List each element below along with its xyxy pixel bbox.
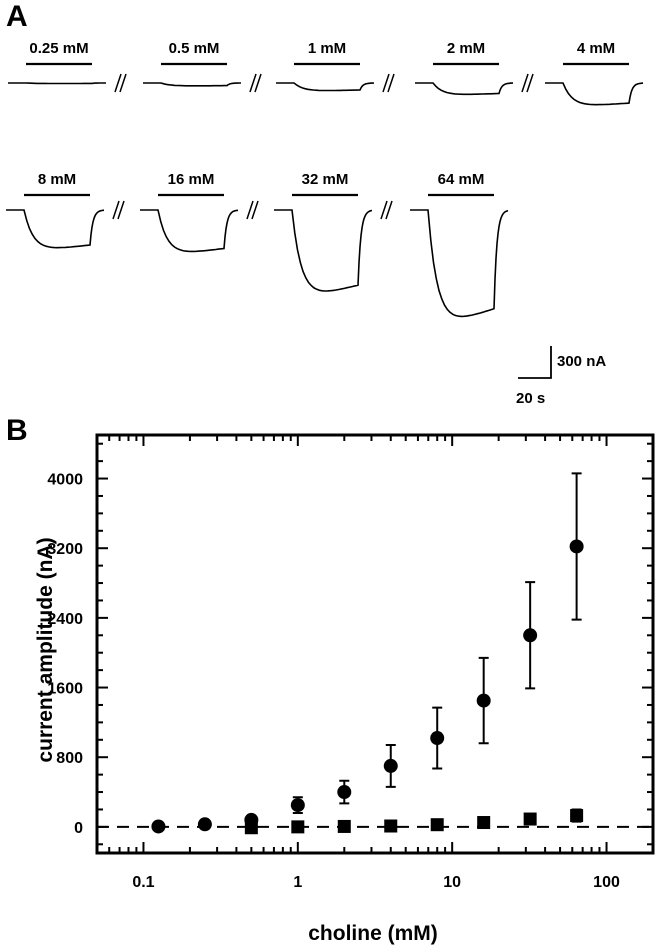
current-traces: 0.25 mM 0.5 mM 1 mM 2 mM 4 mM 8 mM 16 mM 32 mM 6… <box>6 40 644 318</box>
current-trace <box>6 209 105 249</box>
circle-data-point <box>290 798 305 813</box>
scale-bar-current-label: 300 nA <box>557 353 606 370</box>
x-axis-title: choline (mM) <box>308 922 438 945</box>
x-tick-label: 1 <box>293 874 302 891</box>
circle-data-point <box>151 819 166 834</box>
concentration-label: 64 mM <box>438 171 485 188</box>
circle-data-point <box>476 693 491 708</box>
circle-data-point <box>383 758 398 773</box>
concentration-label: 8 mM <box>38 171 76 188</box>
y-tick-label: 800 <box>56 750 83 767</box>
square-data-point <box>570 809 584 823</box>
x-tick-label: 10 <box>443 874 461 891</box>
square-data-point <box>477 816 491 830</box>
trace-break-mark <box>251 200 259 220</box>
panel-a-label: A <box>6 0 28 33</box>
x-tick-label: 0.1 <box>132 874 154 891</box>
trace-break-mark <box>254 73 262 93</box>
y-tick-label: 0 <box>74 820 83 837</box>
trace-break-mark <box>249 73 257 93</box>
trace-break-mark <box>387 73 395 93</box>
concentration-label: 16 mM <box>168 171 215 188</box>
current-trace <box>140 209 239 253</box>
square-data-point <box>337 819 351 833</box>
y-tick-label: 4000 <box>47 472 83 489</box>
current-trace <box>410 209 509 318</box>
trace-break-mark <box>382 73 390 93</box>
y-tick-label: 3200 <box>47 541 83 558</box>
square-data-point <box>244 821 258 835</box>
square-data-point <box>384 819 398 833</box>
trace-break-mark <box>114 73 122 93</box>
trace-break-mark <box>521 73 529 93</box>
trace-break-mark <box>112 200 120 220</box>
current-trace <box>545 82 644 106</box>
current-trace <box>8 82 106 85</box>
x-tick-label: 100 <box>593 874 620 891</box>
trace-break-mark <box>119 73 127 93</box>
dose-response-plot: 0.1 1 10 100 0 800 1600 2400 3200 4000 <box>47 433 655 891</box>
concentration-label: 2 mM <box>447 40 485 57</box>
circle-data-point <box>569 539 584 554</box>
trace-break-mark <box>380 200 388 220</box>
y-tick-label: 1600 <box>47 681 83 698</box>
plot-frame <box>95 433 655 855</box>
square-data-point <box>430 818 444 832</box>
current-trace <box>415 82 513 96</box>
square-data-point <box>523 812 537 826</box>
concentration-label: 1 mM <box>308 40 346 57</box>
scale-bar-time-label: 20 s <box>516 390 545 407</box>
current-trace <box>276 82 375 92</box>
trace-break-mark <box>117 200 125 220</box>
y-tick-label: 2400 <box>47 611 83 628</box>
trace-break-mark <box>526 73 534 93</box>
panel-b-label: B <box>6 414 28 447</box>
concentration-label: 0.5 mM <box>169 40 220 57</box>
concentration-label: 4 mM <box>577 40 615 57</box>
current-trace <box>143 82 241 87</box>
circle-data-point <box>430 731 445 746</box>
circle-data-point <box>197 817 212 832</box>
trace-break-mark <box>246 200 254 220</box>
trace-break-mark <box>385 200 393 220</box>
concentration-label: 0.25 mM <box>29 40 88 57</box>
concentration-label: 32 mM <box>302 171 349 188</box>
scale-bar-lines <box>518 346 552 379</box>
current-trace <box>274 209 373 292</box>
square-data-point <box>291 820 305 834</box>
y-axis-title: current amplitude (nA) <box>34 537 57 762</box>
circle-data-point <box>337 785 352 800</box>
scale-bar: 300 nA 20 s <box>516 346 606 407</box>
circle-data-point <box>523 628 538 643</box>
